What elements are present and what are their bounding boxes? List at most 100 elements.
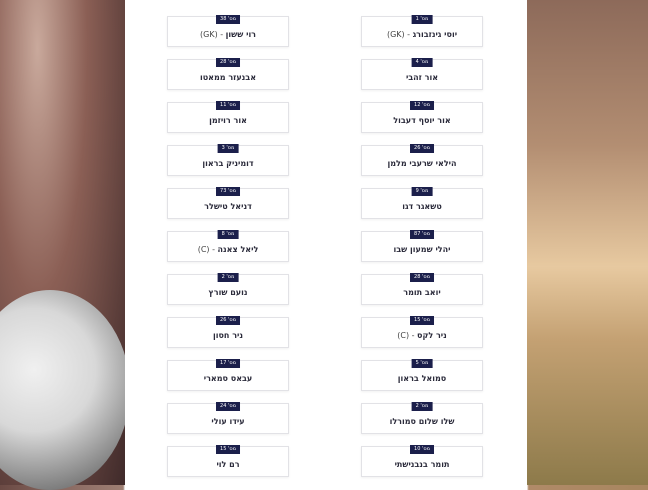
player-number-badge: מס' 17 bbox=[216, 359, 240, 368]
badge-prefix: מס' bbox=[227, 403, 236, 409]
player-name: ניר חסון bbox=[212, 331, 243, 340]
player-name-row: עידו עולי bbox=[168, 417, 288, 426]
player-card[interactable]: מס' 38 רוי ששון - (GK) bbox=[167, 15, 289, 47]
player-card[interactable]: מס' 1 יוסי גינזבורג - (GK) bbox=[361, 15, 483, 47]
player-card[interactable]: מס' 28 יואב תומר bbox=[361, 273, 483, 305]
player-card[interactable]: מס' 26 הילאי שרעבי מלמן bbox=[361, 144, 483, 176]
player-card[interactable]: מס' 4 אור זהבי bbox=[361, 58, 483, 90]
player-name: עבאס סמארי bbox=[203, 374, 253, 383]
badge-prefix: מס' bbox=[421, 317, 430, 323]
player-number-badge: מס' 38 bbox=[216, 15, 240, 24]
player-name-row: דומיניק בראון bbox=[168, 159, 288, 168]
badge-prefix: מס' bbox=[420, 403, 429, 409]
player-number-badge: מס' 24 bbox=[216, 402, 240, 411]
player-number: 10 bbox=[414, 446, 421, 452]
player-number: 38 bbox=[220, 16, 227, 22]
player-name-row: רם לוי bbox=[168, 460, 288, 469]
player-name: ליאל צאנה bbox=[217, 245, 259, 254]
player-number: 5 bbox=[415, 360, 419, 366]
player-number: 87 bbox=[414, 231, 421, 237]
player-name: דניאל טישלר bbox=[204, 202, 252, 211]
badge-prefix: מס' bbox=[420, 360, 429, 366]
player-card[interactable]: מס' 26 ניר חסון bbox=[167, 316, 289, 348]
player-name-row: אבנעזר ממאטו bbox=[168, 73, 288, 82]
player-name-row: טשאגר דגו bbox=[362, 202, 482, 211]
player-name: יוסי גינזבורג bbox=[412, 30, 458, 39]
player-name-row: יואב תומר bbox=[362, 288, 482, 297]
player-name: שלו שלום סמורלו bbox=[389, 417, 455, 426]
background-photo-right bbox=[527, 0, 648, 485]
player-card[interactable]: מס' 73 דניאל טישלר bbox=[167, 187, 289, 219]
badge-prefix: מס' bbox=[226, 145, 235, 151]
player-card[interactable]: מס' 15 ניר לקס - (C) bbox=[361, 316, 483, 348]
player-card[interactable]: מס' 87 יהלי שמעון שבו bbox=[361, 230, 483, 262]
player-number-badge: מס' 4 bbox=[411, 58, 433, 67]
player-number-badge: מס' 87 bbox=[410, 230, 434, 239]
badge-prefix: מס' bbox=[421, 274, 430, 280]
player-name: תומר בנבנישתי bbox=[394, 460, 450, 469]
player-number-badge: מס' 5 bbox=[411, 359, 433, 368]
player-card[interactable]: מס' 24 עידו עולי bbox=[167, 402, 289, 434]
player-number-badge: מס' 28 bbox=[410, 273, 434, 282]
player-name: רם לוי bbox=[216, 460, 240, 469]
player-number-badge: מס' 10 bbox=[410, 445, 434, 454]
badge-prefix: מס' bbox=[226, 231, 235, 237]
player-name: עידו עולי bbox=[211, 417, 245, 426]
player-number-badge: מס' 8 bbox=[217, 230, 239, 239]
player-name: רוי ששון bbox=[225, 30, 256, 39]
player-number: 15 bbox=[414, 317, 421, 323]
player-card[interactable]: מס' 15 רם לוי bbox=[167, 445, 289, 477]
player-number-badge: מס' 11 bbox=[216, 101, 240, 110]
badge-prefix: מס' bbox=[227, 188, 236, 194]
player-number: 28 bbox=[414, 274, 421, 280]
player-number: 2 bbox=[221, 274, 225, 280]
player-number-badge: מס' 12 bbox=[410, 101, 434, 110]
player-number-badge: מס' 2 bbox=[217, 273, 239, 282]
badge-prefix: מס' bbox=[421, 145, 430, 151]
player-name-row: רוי ששון - (GK) bbox=[168, 30, 288, 39]
player-number-badge: מס' 15 bbox=[410, 316, 434, 325]
player-name: אור זהבי bbox=[405, 73, 439, 82]
player-number: 28 bbox=[220, 59, 227, 65]
player-name-row: יוסי גינזבורג - (GK) bbox=[362, 30, 482, 39]
player-name: אבנעזר ממאטו bbox=[199, 73, 257, 82]
player-name-row: ליאל צאנה - (C) bbox=[168, 245, 288, 254]
badge-prefix: מס' bbox=[420, 59, 429, 65]
player-card[interactable]: מס' 3 דומיניק בראון bbox=[167, 144, 289, 176]
player-card[interactable]: מס' 9 טשאגר דגו bbox=[361, 187, 483, 219]
player-number: 26 bbox=[414, 145, 421, 151]
player-number-badge: מס' 28 bbox=[216, 58, 240, 67]
player-number: 4 bbox=[415, 59, 419, 65]
player-name: אור יוסף דעבול bbox=[393, 116, 451, 125]
player-card[interactable]: מס' 17 עבאס סמארי bbox=[167, 359, 289, 391]
player-number-badge: מס' 3 bbox=[217, 144, 239, 153]
player-card[interactable]: מס' 5 סמואל בראון bbox=[361, 359, 483, 391]
player-card[interactable]: מס' 10 תומר בנבנישתי bbox=[361, 445, 483, 477]
player-role: - (GK) bbox=[200, 30, 226, 39]
player-number: 15 bbox=[220, 446, 227, 452]
badge-prefix: מס' bbox=[227, 360, 236, 366]
player-number: 73 bbox=[220, 188, 227, 194]
player-name-row: עבאס סמארי bbox=[168, 374, 288, 383]
player-number-badge: מס' 2 bbox=[411, 402, 433, 411]
player-name: סמואל בראון bbox=[397, 374, 447, 383]
player-role: - (C) bbox=[197, 245, 218, 254]
badge-prefix: מס' bbox=[421, 231, 430, 237]
player-name: דומיניק בראון bbox=[202, 159, 254, 168]
player-card[interactable]: מס' 11 אור רויזמן bbox=[167, 101, 289, 133]
player-name: ניר לקס bbox=[417, 331, 447, 340]
squad-list-panel: מס' 38 רוי ששון - (GK) מס' 28 אבנעזר ממאטו מ… bbox=[125, 0, 527, 485]
player-number: 1 bbox=[415, 16, 419, 22]
player-number-badge: מס' 73 bbox=[216, 187, 240, 196]
badge-prefix: מס' bbox=[227, 446, 236, 452]
player-name-row: סמואל בראון bbox=[362, 374, 482, 383]
player-card[interactable]: מס' 2 שלו שלום סמורלו bbox=[361, 402, 483, 434]
player-card[interactable]: מס' 8 ליאל צאנה - (C) bbox=[167, 230, 289, 262]
player-number: 12 bbox=[414, 102, 421, 108]
player-card[interactable]: מס' 28 אבנעזר ממאטו bbox=[167, 58, 289, 90]
player-card[interactable]: מס' 2 נועם שורץ bbox=[167, 273, 289, 305]
player-name-row: אור זהבי bbox=[362, 73, 482, 82]
player-card[interactable]: מס' 12 אור יוסף דעבול bbox=[361, 101, 483, 133]
player-name: יהלי שמעון שבו bbox=[393, 245, 451, 254]
player-name-row: ניר חסון bbox=[168, 331, 288, 340]
